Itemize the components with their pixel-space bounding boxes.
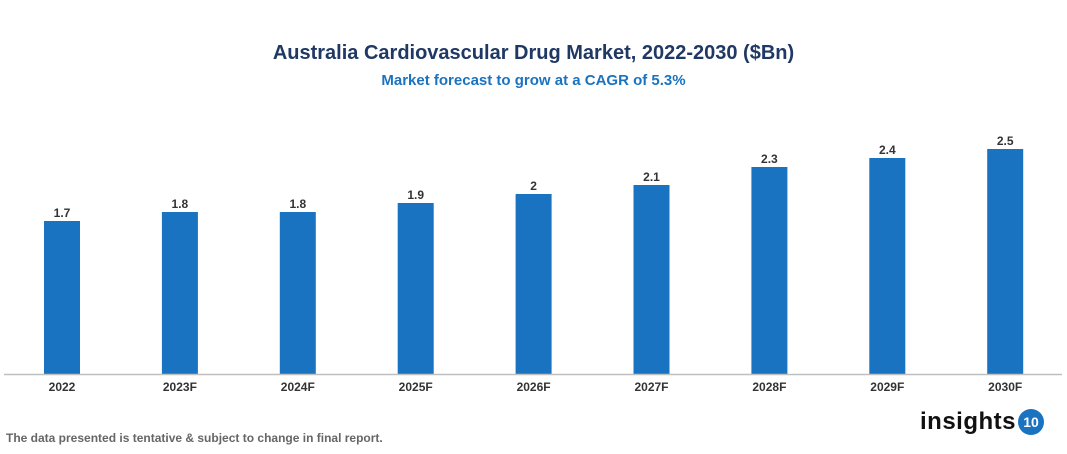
bar-2025F bbox=[397, 203, 434, 374]
bar-2022 bbox=[44, 221, 80, 374]
insights10-logo: insights 10 bbox=[920, 408, 1045, 436]
data-label: 2 bbox=[530, 179, 537, 193]
bar-2026F bbox=[515, 194, 552, 374]
logo-badge: 10 bbox=[1018, 409, 1045, 435]
bar-2029F bbox=[869, 158, 906, 374]
chart-title: Australia Cardiovascular Drug Market, 20… bbox=[272, 42, 795, 64]
x-tick-label: 2025F bbox=[399, 380, 433, 394]
x-tick-label: 2023F bbox=[163, 380, 197, 394]
data-label: 1.8 bbox=[172, 197, 189, 211]
data-label: 2.3 bbox=[761, 152, 778, 166]
x-tick-label: 2027F bbox=[634, 380, 668, 394]
bar-2024F bbox=[279, 212, 316, 374]
data-label: 1.9 bbox=[407, 188, 424, 202]
x-tick-label: 2022 bbox=[49, 380, 76, 394]
bar-2027F bbox=[633, 185, 670, 374]
data-label: 2.4 bbox=[879, 143, 896, 157]
x-tick-label: 2024F bbox=[281, 380, 315, 394]
data-label: 1.8 bbox=[289, 197, 306, 211]
chart-subtitle: Market forecast to grow at a CAGR of 5.3… bbox=[381, 72, 686, 89]
x-tick-label: 2030F bbox=[988, 380, 1022, 394]
data-label: 2.5 bbox=[997, 134, 1014, 148]
data-label: 1.7 bbox=[54, 206, 71, 220]
x-tick-label: 2029F bbox=[870, 380, 904, 394]
data-label: 2.1 bbox=[643, 170, 660, 184]
bar-2028F bbox=[751, 167, 788, 374]
x-tick-label: 2026F bbox=[517, 380, 551, 394]
x-tick-label: 2028F bbox=[752, 380, 786, 394]
bar-2030F bbox=[987, 149, 1024, 374]
logo-text: insights bbox=[920, 408, 1017, 435]
footnote: The data presented is tentative & subjec… bbox=[6, 431, 383, 445]
bar-2023F bbox=[161, 212, 198, 374]
